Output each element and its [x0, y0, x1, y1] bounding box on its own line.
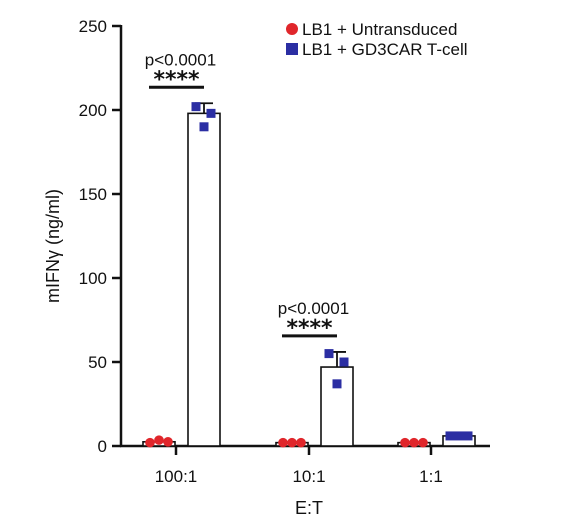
data-point — [287, 437, 297, 448]
data-points — [145, 102, 473, 448]
bars — [142, 102, 476, 447]
y-ticks: 0 50 100 150 200 250 — [79, 17, 121, 456]
data-point — [454, 431, 464, 441]
y-tick-label: 50 — [88, 353, 107, 372]
data-point — [206, 108, 216, 118]
x-tick-label: 1:1 — [419, 467, 443, 486]
p-value-label: p<0.0001 — [145, 50, 216, 69]
data-point — [409, 437, 419, 448]
y-tick-label: 200 — [79, 101, 107, 120]
data-point — [145, 437, 155, 448]
data-point — [332, 379, 342, 389]
x-tick-label: 10:1 — [292, 467, 325, 486]
p-value-label: p<0.0001 — [278, 299, 349, 318]
bar — [320, 366, 354, 447]
legend-marker — [286, 23, 298, 35]
data-point — [191, 102, 201, 112]
x-tick-label: 100:1 — [155, 467, 198, 486]
y-axis-title: mIFNγ (ng/ml) — [43, 189, 63, 303]
data-point — [199, 122, 209, 132]
x-axis-title: E:T — [295, 498, 323, 518]
legend-marker — [286, 43, 298, 55]
legend-label: LB1 + GD3CAR T-cell — [302, 40, 468, 59]
x-ticks: 100:1 10:1 1:1 — [155, 446, 443, 486]
data-point — [296, 437, 306, 448]
bar — [187, 112, 221, 447]
y-tick-label: 100 — [79, 269, 107, 288]
y-tick-label: 250 — [79, 17, 107, 36]
y-tick-label: 150 — [79, 185, 107, 204]
data-point — [163, 437, 173, 447]
significance-stars: **** — [286, 316, 333, 341]
data-point — [154, 435, 164, 445]
data-point — [339, 357, 349, 367]
data-point — [324, 349, 334, 359]
data-point — [418, 437, 428, 448]
significance-stars: **** — [153, 67, 200, 92]
data-point — [400, 437, 410, 448]
data-point — [445, 431, 455, 441]
y-tick-label: 0 — [98, 437, 107, 456]
legend-label: LB1 + Untransduced — [302, 20, 457, 39]
significance-annotations: ****p<0.0001****p<0.0001 — [145, 50, 349, 341]
data-point — [463, 431, 473, 441]
data-point — [278, 437, 288, 448]
